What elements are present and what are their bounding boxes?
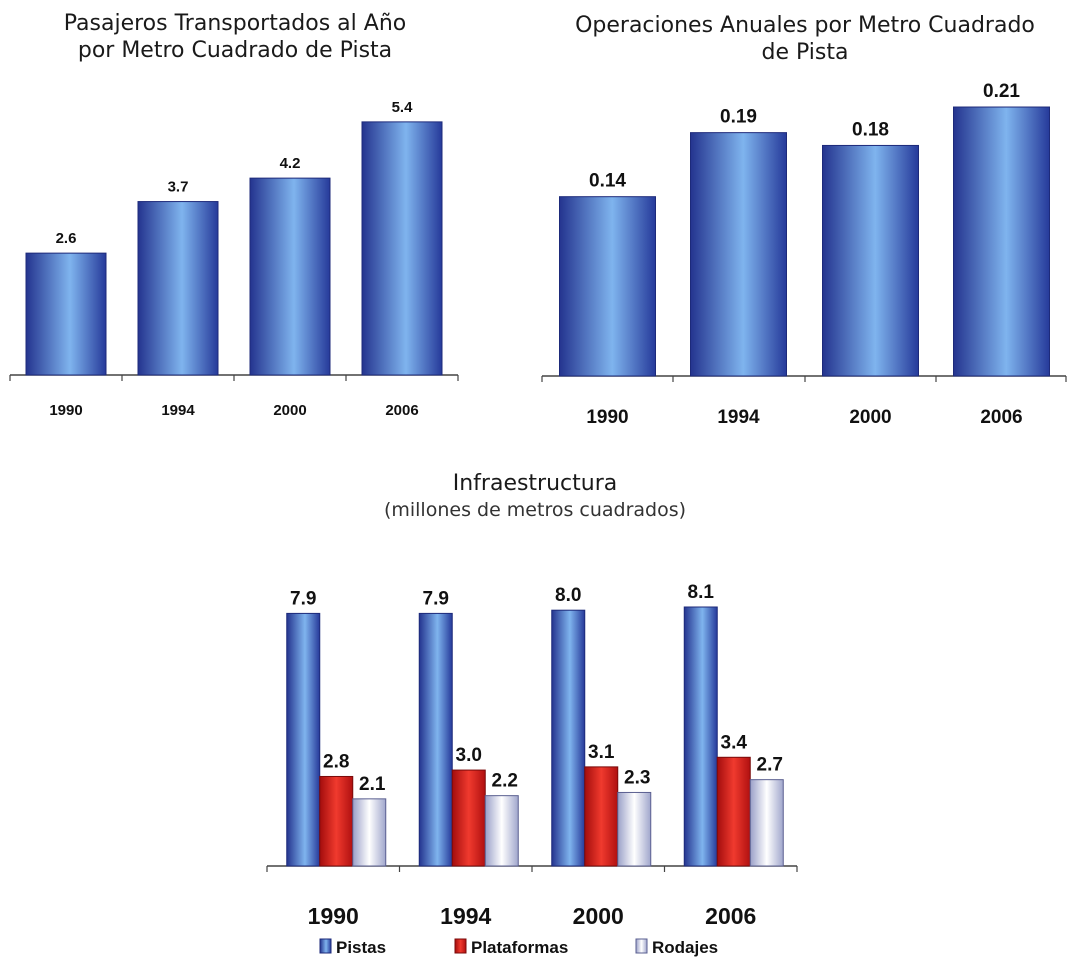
- chart3-bar-plataformas-2000: [584, 766, 619, 867]
- chart1-title: Pasajeros Transportados al Año por Metro…: [10, 10, 460, 64]
- legend-swatch-pistas: [319, 938, 332, 954]
- chart3-bar-plataformas-1990: [319, 775, 354, 867]
- chart3-bar-rodajes-2006: [749, 779, 784, 867]
- chart3-x-tick-label-2006: 2006: [705, 903, 756, 929]
- chart2-bar-2000: [822, 144, 919, 377]
- chart2-title: Operaciones Anuales por Metro Cuadrado d…: [540, 12, 1070, 66]
- chart1-title-line1: Pasajeros Transportados al Año: [63, 11, 407, 36]
- chart3-bar-pistas-1994: [418, 612, 453, 867]
- chart3-bar-plataformas-1994: [451, 769, 486, 867]
- legend-swatch-plataformas: [454, 938, 467, 954]
- chart3-value-label-plataformas-1990: 2.8: [323, 751, 349, 772]
- chart2-title-line1: Operaciones Anuales por Metro Cuadrado: [575, 13, 1035, 38]
- chart1-x-tick-label-1990: 1990: [49, 402, 82, 419]
- chart3-bar-pistas-1990: [286, 612, 321, 867]
- chart3-title: Infraestructura (millones de metros cuad…: [285, 470, 785, 523]
- chart3-bar-rodajes-2000: [617, 791, 652, 867]
- chart3-value-label-pistas-2000: 8.0: [555, 585, 581, 606]
- chart2-x-tick-label-1994: 1994: [717, 407, 760, 428]
- chart3-x-tick-label-2000: 2000: [573, 903, 624, 929]
- chart2-bar-1990: [559, 196, 656, 377]
- chart1-value-label-2006: 5.4: [392, 99, 414, 116]
- chart3-value-label-rodajes-1994: 2.2: [492, 771, 518, 792]
- chart2-value-label-1990: 0.14: [589, 171, 626, 192]
- chart3-bar-pistas-2006: [683, 606, 718, 867]
- chart3-bar-plataformas-2006: [716, 756, 751, 867]
- chart1-value-label-1990: 2.6: [56, 230, 77, 247]
- chart1-bar-1990: [25, 252, 107, 376]
- chart2-x-tick-label-2000: 2000: [849, 407, 891, 428]
- chart2-bar-1994: [690, 132, 787, 377]
- chart3-bar-rodajes-1990: [352, 798, 387, 867]
- chart3-x-tick-label-1994: 1994: [440, 903, 491, 929]
- chart2-x-tick-label-1990: 1990: [586, 407, 628, 428]
- chart3-title-main: Infraestructura: [452, 471, 618, 496]
- chart2-x-tick-label-2006: 2006: [980, 407, 1022, 428]
- chart1-x-tick-label-1994: 1994: [161, 402, 195, 419]
- chart3-value-label-rodajes-2000: 2.3: [624, 767, 650, 788]
- chart1-bar-2000: [249, 177, 331, 376]
- legend-label-rodajes: Rodajes: [652, 938, 718, 957]
- chart2-bar-2006: [953, 106, 1050, 377]
- chart2-value-label-2006: 0.21: [983, 81, 1020, 102]
- chart1-title-line2: por Metro Cuadrado de Pista: [77, 38, 393, 63]
- chart1-value-label-1994: 3.7: [168, 179, 189, 196]
- chart3-bar-pistas-2000: [551, 609, 586, 867]
- chart2-value-label-2000: 0.18: [852, 119, 889, 140]
- chart1-bar-2006: [361, 121, 443, 376]
- chart1-bar-1994: [137, 201, 219, 376]
- chart3-value-label-pistas-2006: 8.1: [688, 582, 715, 603]
- chart3-bar-rodajes-1994: [484, 795, 519, 867]
- chart3-value-label-rodajes-1990: 2.1: [359, 774, 386, 795]
- chart1-x-tick-label-2006: 2006: [385, 402, 418, 419]
- chart2-title-line2: de Pista: [761, 40, 849, 65]
- chart3-subtitle: (millones de metros cuadrados): [383, 499, 687, 521]
- legend-swatch-rodajes: [635, 938, 648, 954]
- chart3-value-label-rodajes-2006: 2.7: [757, 755, 783, 776]
- chart3-value-label-plataformas-2000: 3.1: [588, 742, 615, 763]
- chart1-value-label-2000: 4.2: [280, 155, 301, 172]
- chart3-x-tick-label-1990: 1990: [308, 903, 359, 929]
- legend-label-plataformas: Plataformas: [471, 938, 568, 957]
- chart1-x-tick-label-2000: 2000: [273, 402, 306, 419]
- chart3-value-label-pistas-1990: 7.9: [290, 588, 316, 609]
- legend-label-pistas: Pistas: [336, 938, 386, 957]
- chart3-value-label-plataformas-2006: 3.4: [721, 732, 748, 753]
- chart3-value-label-pistas-1994: 7.9: [423, 588, 449, 609]
- chart3-value-label-plataformas-1994: 3.0: [456, 745, 482, 766]
- chart2-value-label-1994: 0.19: [720, 107, 757, 128]
